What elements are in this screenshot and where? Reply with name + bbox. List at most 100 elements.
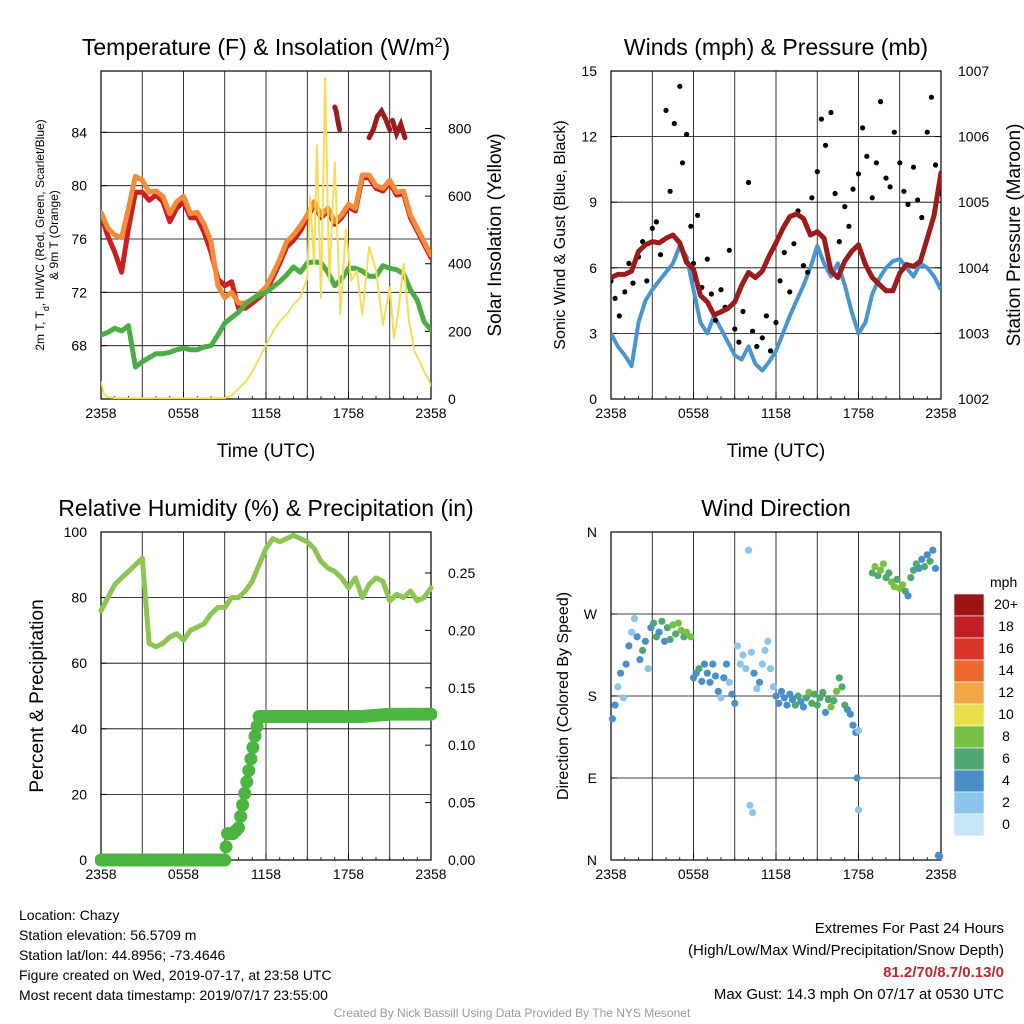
chart-title-sup: 2 [435,34,443,50]
colorbar-label: 8 [1002,728,1010,744]
y2-axis-label: Station Pressure (Maroon) [1004,124,1024,347]
direction-point [709,660,717,668]
plot-area [611,83,941,373]
colorbar-swatch [953,659,985,683]
y-tick-label: 40 [71,721,87,737]
created-text: Figure created on Wed, 2019-07-17, at 23… [19,967,332,983]
direction-point [879,560,887,568]
gust-point [622,289,628,295]
x-tick-label: 1758 [333,405,364,421]
direction-point [617,669,625,677]
gust-point [814,169,820,175]
y-tick-label: 9 [589,194,597,210]
colorbar-swatch [953,725,985,749]
y-axis-label: Sonic Wind & Gust (Blue, Black) [552,120,569,349]
direction-point [700,660,709,668]
direction-point [854,806,863,814]
direction-point [766,665,775,673]
direction-point [936,852,944,861]
direction-point [876,566,885,574]
y2-tick-label: 1004 [958,260,989,276]
direction-point [786,690,794,698]
gust-point [726,247,732,253]
series-line-rh [98,532,434,650]
direction-point [674,619,683,627]
chart-3: Relative Humidity (%) & Precipitation (i… [27,495,475,882]
gust-point [855,171,862,177]
direction-point [677,626,685,635]
y-tick-label: 80 [71,178,87,194]
direction-point [777,687,786,696]
gust-point [932,162,939,168]
precip-point [238,786,252,800]
elevation-text: Station elevation: 56.5709 m [19,927,197,943]
direction-point [832,687,841,696]
gust-point [732,326,738,332]
direction-point [628,628,636,636]
direction-point [813,701,821,709]
precip-point [240,775,254,789]
gust-point [712,317,719,323]
direction-point [909,566,918,574]
direction-point [835,674,843,682]
gust-point [869,195,875,201]
gust-point [653,219,660,225]
colorbar-label: 6 [1002,750,1010,766]
gust-point [915,197,921,203]
series-line-9m-t [101,172,431,306]
direction-point [853,774,861,782]
x-axis-label: Time (UTC) [727,441,826,462]
gust-point [750,328,756,334]
direction-point [619,694,628,702]
gust-point [663,107,669,113]
series-line-heat-index [366,106,393,141]
y2-tick-label: 800 [448,120,472,136]
y-tick-label: 80 [71,590,87,606]
series-line-pressure [611,170,941,318]
y-tick-label: 15 [581,63,597,79]
x-tick-label: 0558 [168,405,199,421]
gust-point [910,164,917,170]
direction-point [736,660,744,668]
colorbar-swatch [953,747,985,771]
direction-point [769,683,777,691]
gust-point [777,278,783,284]
gust-point [809,195,815,201]
gust-point [873,160,880,166]
y-axis-label: Percent & Precipitation [27,599,48,792]
gust-point [736,339,742,345]
direction-point [744,546,753,554]
direction-point [608,715,617,723]
y2-tick-label: 0 [448,391,456,407]
y-axis-label: Direction (Colored By Speed) [555,592,572,800]
direction-point [799,703,808,711]
gust-point [763,313,770,319]
extremes-values: 81.2/70/8.7/0.13/0 [883,964,1004,981]
direction-point [838,683,846,691]
direction-point [898,581,907,589]
direction-point [854,727,863,735]
colorbar-swatch [953,593,985,617]
precip-point [248,729,262,743]
precip-point [424,707,437,721]
gust-point [919,214,925,221]
x-tick-label: 2358 [85,405,116,421]
gust-point [704,256,710,262]
direction-point [849,721,857,729]
direction-point [706,678,714,686]
gust-point [877,99,884,105]
y-tick-label: 100 [64,524,88,540]
direction-point [630,615,639,623]
x-tick-label: 2358 [415,866,446,882]
colorbar-swatch [953,681,985,705]
y-tick-label: 3 [589,325,597,341]
direction-point [931,564,940,573]
y-tick-label: 72 [71,284,87,300]
direction-point [622,660,630,668]
y-tick-label: 84 [71,124,87,140]
direction-point [746,801,754,809]
direction-point [636,656,644,664]
chart-title: Relative Humidity (%) & Precipitation (i… [58,495,473,521]
colorbar-label: 12 [998,684,1014,700]
